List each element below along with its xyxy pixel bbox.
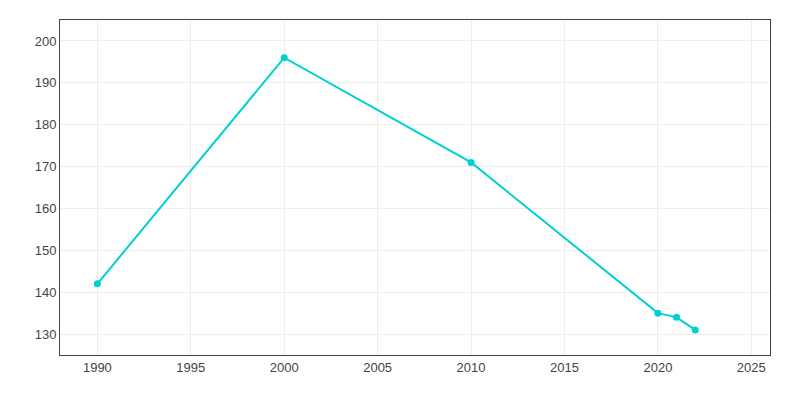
svg-text:2020: 2020	[643, 360, 672, 375]
svg-text:2015: 2015	[550, 360, 579, 375]
svg-text:2005: 2005	[363, 360, 392, 375]
svg-text:2010: 2010	[457, 360, 486, 375]
svg-text:2000: 2000	[270, 360, 299, 375]
svg-text:190: 190	[35, 75, 57, 90]
svg-text:2025: 2025	[737, 360, 766, 375]
svg-text:1995: 1995	[176, 360, 205, 375]
svg-text:150: 150	[35, 243, 57, 258]
svg-text:180: 180	[35, 117, 57, 132]
svg-text:160: 160	[35, 201, 57, 216]
svg-text:200: 200	[35, 33, 57, 48]
svg-text:170: 170	[35, 159, 57, 174]
svg-text:1990: 1990	[83, 360, 112, 375]
svg-text:130: 130	[35, 327, 57, 342]
svg-text:140: 140	[35, 285, 57, 300]
